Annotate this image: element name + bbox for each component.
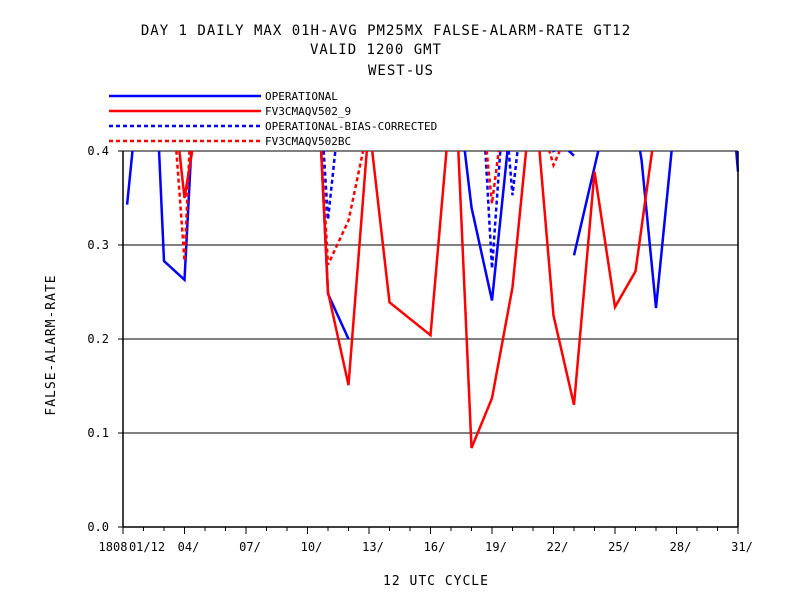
- x-tick-label: 04/: [178, 540, 200, 554]
- axes: 0.0 0.1 0.2 0.3 0.4 1808 01/12 04/07/10/13/16/1…: [87, 144, 753, 554]
- x-tick-label: 01/12: [129, 540, 165, 554]
- series-line-2: [178, 151, 194, 199]
- series-line-1: [638, 151, 673, 309]
- series-line-4: [485, 151, 500, 204]
- legend-label: OPERATIONAL-BIAS-CORRECTED: [265, 120, 437, 133]
- x-tick-label: 19/: [485, 540, 507, 554]
- legend-label: FV3CMAQV502_9: [265, 105, 351, 118]
- chart-subtitle-valid: VALID 1200 GMT: [310, 42, 442, 58]
- series-line-1: [572, 151, 600, 256]
- series-line-1: [552, 151, 575, 157]
- series-line-2: [457, 151, 528, 449]
- y-tick-label: 0.2: [87, 332, 109, 346]
- series-line-1: [125, 151, 134, 205]
- series-group: [125, 151, 739, 449]
- series-line-3: [322, 151, 337, 220]
- x-tick-label: 22/: [547, 540, 569, 554]
- x-tick-label: 31/: [731, 540, 753, 554]
- legend-label: OPERATIONAL: [265, 90, 338, 103]
- x-tick-label: 10/: [301, 540, 323, 554]
- x-tick-label: 16/: [424, 540, 446, 554]
- series-line-4: [320, 151, 365, 266]
- series-line-3: [484, 151, 502, 269]
- grid: [123, 150, 738, 434]
- x-tick-label: 13/: [362, 540, 384, 554]
- series-line-2: [370, 151, 448, 338]
- legend-label: FV3CMAQV502BC: [265, 135, 351, 148]
- series-line-2: [538, 151, 654, 406]
- series-line-1: [463, 151, 509, 301]
- series-line-3: [507, 151, 519, 196]
- x-axis-label: 12 UTC CYCLE: [383, 574, 489, 589]
- y-tick-label: 0.3: [87, 238, 109, 252]
- chart-title: DAY 1 DAILY MAX 01H-AVG PM25MX FALSE-ALA…: [141, 23, 631, 39]
- series-line-1: [157, 151, 193, 283]
- y-axis-label: FALSE-ALARM-RATE: [44, 274, 59, 415]
- x-tick-label: 25/: [608, 540, 630, 554]
- y-tick-label: 0.4: [87, 144, 109, 158]
- legend: OPERATIONAL FV3CMAQV502_9 OPERATIONAL-BIAS…: [109, 90, 437, 148]
- x-tick-label: 28/: [670, 540, 692, 554]
- y-tick-label: 0.0: [87, 520, 109, 534]
- x-tick-label: 07/: [239, 540, 261, 554]
- series-line-4: [548, 151, 561, 169]
- chart-subtitle-region: WEST-US: [368, 63, 434, 79]
- series-line-2: [319, 151, 369, 386]
- x-tick-label: 1808: [99, 540, 128, 554]
- y-tick-label: 0.1: [87, 426, 109, 440]
